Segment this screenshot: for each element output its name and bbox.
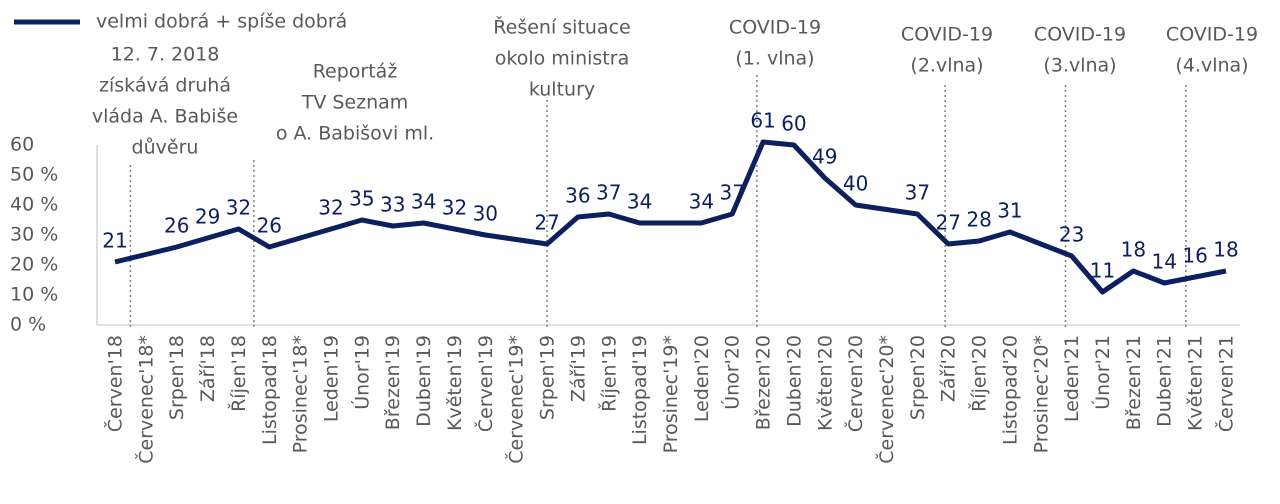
annotation-text: (2.vlna) (910, 55, 983, 77)
data-label: 16 (1182, 244, 1207, 268)
x-tick-label: Březen'21 (1123, 335, 1145, 430)
data-label: 11 (1090, 259, 1115, 283)
annotation-text: COVID-19 (1034, 24, 1126, 46)
annotation-text: okolo ministra (495, 48, 629, 70)
data-label: 28 (966, 208, 991, 232)
data-label: 35 (349, 187, 374, 211)
data-label: 27 (935, 211, 960, 235)
x-tick-label: Srpen'18 (166, 335, 188, 420)
annotation-text: COVID-19 (729, 17, 821, 39)
annotation-text: (1. vlna) (735, 48, 814, 70)
x-tick-label: Září'18 (197, 335, 219, 402)
x-tick-label: Leden'20 (691, 335, 713, 422)
annotation-text: kultury (529, 79, 595, 101)
data-label: 34 (689, 190, 714, 214)
data-label: 34 (627, 190, 652, 214)
data-label: 18 (1121, 238, 1146, 262)
x-tick-label: Duben'19 (413, 335, 435, 427)
x-tick-label: Červenec'20* (874, 335, 898, 464)
y-tick-label: 60 (10, 134, 34, 156)
data-label: 23 (1059, 223, 1084, 247)
data-label: 40 (843, 172, 868, 196)
data-label: 26 (257, 214, 282, 238)
x-tick-label: Listopad'19 (629, 335, 651, 445)
data-label: 37 (719, 181, 744, 205)
x-tick-label: Únor'19 (349, 335, 373, 410)
x-tick-label: Říjen'20 (968, 335, 991, 412)
x-tick-label: Prosinec'20* (1030, 335, 1052, 453)
annotation-text: 12. 7. 2018 (111, 44, 220, 66)
x-tick-label: Únor'20 (720, 335, 744, 410)
x-tick-label: Květen'20 (814, 335, 836, 431)
annotation-text: COVID-19 (901, 24, 993, 46)
annotation-text: TV Seznam (301, 92, 409, 114)
data-label: 26 (164, 214, 189, 238)
x-tick-label: Listopad'20 (999, 335, 1021, 445)
x-tick-label: Leden'19 (321, 335, 343, 422)
x-tick-label: Listopad'18 (259, 335, 281, 445)
data-label: 32 (442, 196, 467, 220)
data-label: 32 (318, 196, 343, 220)
x-tick-label: Květen'19 (444, 335, 466, 431)
data-label: 34 (411, 190, 436, 214)
data-line (114, 139, 1227, 295)
x-tick-label: Červen'20 (843, 335, 867, 432)
y-tick-label: 10 % (10, 284, 58, 306)
data-label: 32 (226, 196, 251, 220)
data-label: 33 (380, 193, 405, 217)
x-tick-label: Prosinec'19* (660, 335, 682, 453)
x-tick-label: Srpen'20 (907, 335, 929, 420)
x-tick-label: Prosinec'18* (290, 335, 312, 453)
annotation-text: (3.vlna) (1043, 55, 1116, 77)
x-tick-label: Červen'21 (1213, 335, 1237, 432)
y-tick-label: 0 % (10, 314, 46, 336)
x-tick-label: Leden'21 (1061, 335, 1083, 422)
annotation-text: získává druhá (99, 75, 231, 97)
data-label: 14 (1152, 250, 1177, 274)
x-tick-label: Květen'21 (1185, 335, 1207, 431)
x-tick-label: Březen'20 (753, 335, 775, 430)
x-tick-label: Duben'21 (1154, 335, 1176, 427)
data-label: 60 (781, 112, 806, 136)
data-label: 29 (195, 205, 220, 229)
x-tick-label: Červenec'18* (133, 335, 157, 464)
x-tick-label: Únor'21 (1090, 335, 1114, 410)
x-tick-label: Červen'19 (473, 335, 497, 432)
x-tick-label: Září'19 (567, 335, 589, 402)
annotation-text: vláda A. Babiše (92, 106, 238, 128)
annotation-text: Řešení situace (493, 16, 630, 39)
annotation-text: Reportáž (313, 61, 398, 83)
annotation-text: COVID-19 (1166, 24, 1258, 46)
data-label: 21 (102, 229, 127, 253)
x-tick-label: Červen'18 (103, 335, 127, 432)
data-label: 31 (997, 199, 1022, 223)
data-label: 49 (812, 145, 837, 169)
data-label: 36 (565, 184, 590, 208)
x-tick-label: Červenec'19* (504, 335, 528, 464)
data-label: 18 (1213, 238, 1238, 262)
data-label: 30 (473, 202, 498, 226)
y-tick-label: 30 % (10, 224, 58, 246)
data-label: 37 (905, 181, 930, 205)
x-tick-label: Březen'19 (382, 335, 404, 430)
x-tick-label: Říjen'18 (227, 335, 250, 412)
annotation-text: důvěru (132, 137, 199, 159)
annotation-text: (4.vlna) (1175, 55, 1248, 77)
x-tick-label: Září'20 (938, 335, 960, 402)
data-label: 61 (750, 109, 775, 133)
y-tick-label: 50 % (10, 164, 58, 186)
x-tick-label: Srpen'19 (537, 335, 559, 420)
data-label: 27 (534, 211, 559, 235)
annotation-text: o A. Babišovi ml. (276, 123, 434, 145)
x-tick-label: Říjen'19 (597, 335, 620, 412)
y-tick-label: 40 % (10, 194, 58, 216)
y-tick-label: 20 % (10, 254, 58, 276)
data-label: 37 (596, 181, 621, 205)
x-tick-label: Duben'20 (783, 335, 805, 427)
legend-label: velmi dobrá + spíše dobrá (96, 11, 347, 33)
